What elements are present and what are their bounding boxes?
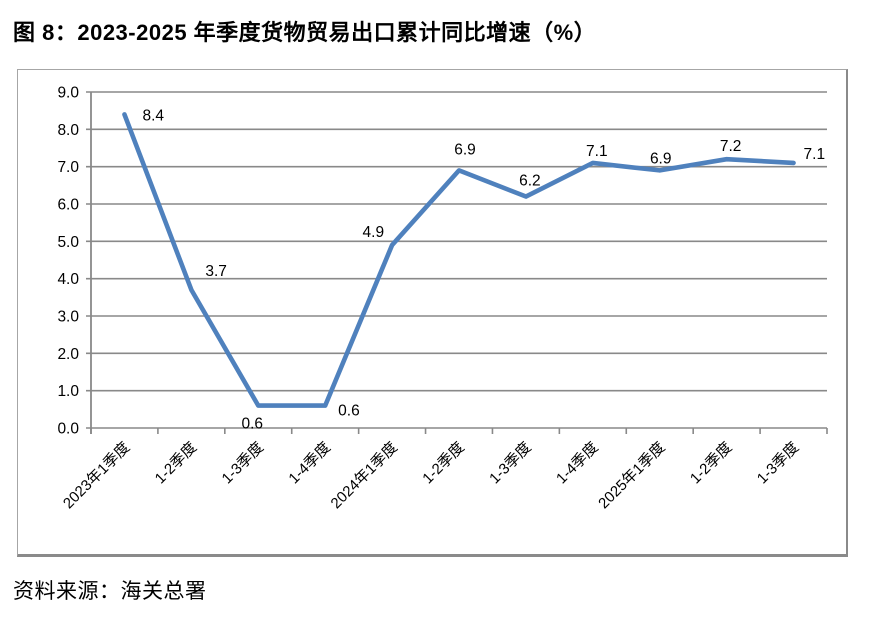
y-axis-tick-label: 7.0 bbox=[57, 159, 79, 176]
chart-frame: 0.0 1.0 2.0 3.0 4.0 5.0 6.0 7.0 8.0 9.0 2023年1季度 1-… bbox=[17, 69, 848, 557]
y-axis-tick-label: 0.0 bbox=[57, 421, 79, 438]
x-axis-tick-label: 1-3季度 bbox=[486, 439, 535, 488]
x-axis-tick-label: 1-4季度 bbox=[553, 439, 602, 488]
y-axis-tick-label: 4.0 bbox=[57, 271, 79, 288]
data-point-label: 7.2 bbox=[720, 138, 742, 155]
data-point-label: 8.4 bbox=[142, 107, 164, 124]
y-axis-tick-label: 3.0 bbox=[57, 309, 79, 326]
x-axis-tick-label: 2023年1季度 bbox=[60, 439, 133, 512]
data-point-label: 0.6 bbox=[241, 416, 263, 433]
source-note: 资料来源：海关总署 bbox=[13, 580, 207, 603]
line-chart: 0.0 1.0 2.0 3.0 4.0 5.0 6.0 7.0 8.0 9.0 2023年1季度 1-… bbox=[57, 85, 828, 512]
x-axis-tick-label: 1-2季度 bbox=[687, 439, 736, 488]
data-series-line bbox=[122, 112, 796, 408]
x-axis-tick-label: 1-4季度 bbox=[285, 439, 334, 488]
y-axis-tick-label: 5.0 bbox=[57, 234, 79, 251]
data-point-label: 6.9 bbox=[454, 141, 476, 158]
x-axis-tick-label: 2024年1季度 bbox=[328, 439, 401, 512]
data-point-label: 7.1 bbox=[804, 146, 826, 163]
chart-title: 图 8：2023-2025 年季度货物贸易出口累计同比增速（%） bbox=[13, 20, 597, 45]
y-axis-tick-label: 6.0 bbox=[57, 197, 79, 214]
data-point-label: 7.1 bbox=[586, 143, 608, 160]
x-axis-tick-label: 1-3季度 bbox=[219, 439, 268, 488]
x-axis-tick-label: 1-3季度 bbox=[754, 439, 803, 488]
y-axis-tick-label: 9.0 bbox=[57, 85, 79, 102]
data-point-label: 6.2 bbox=[519, 173, 541, 190]
data-point-label: 4.9 bbox=[363, 224, 385, 241]
x-axis-tick-label: 2025年1季度 bbox=[595, 439, 668, 512]
y-axis-tick-label: 1.0 bbox=[57, 383, 79, 400]
data-point-label: 3.7 bbox=[205, 263, 227, 280]
y-axis-tick-label: 8.0 bbox=[57, 122, 79, 139]
x-axis-tick-label: 1-2季度 bbox=[152, 439, 201, 488]
y-axis-tick-label: 2.0 bbox=[57, 346, 79, 363]
data-point-label: 0.6 bbox=[338, 403, 360, 420]
data-point-label: 6.9 bbox=[650, 150, 672, 167]
x-axis-tick-label: 1-2季度 bbox=[419, 439, 468, 488]
